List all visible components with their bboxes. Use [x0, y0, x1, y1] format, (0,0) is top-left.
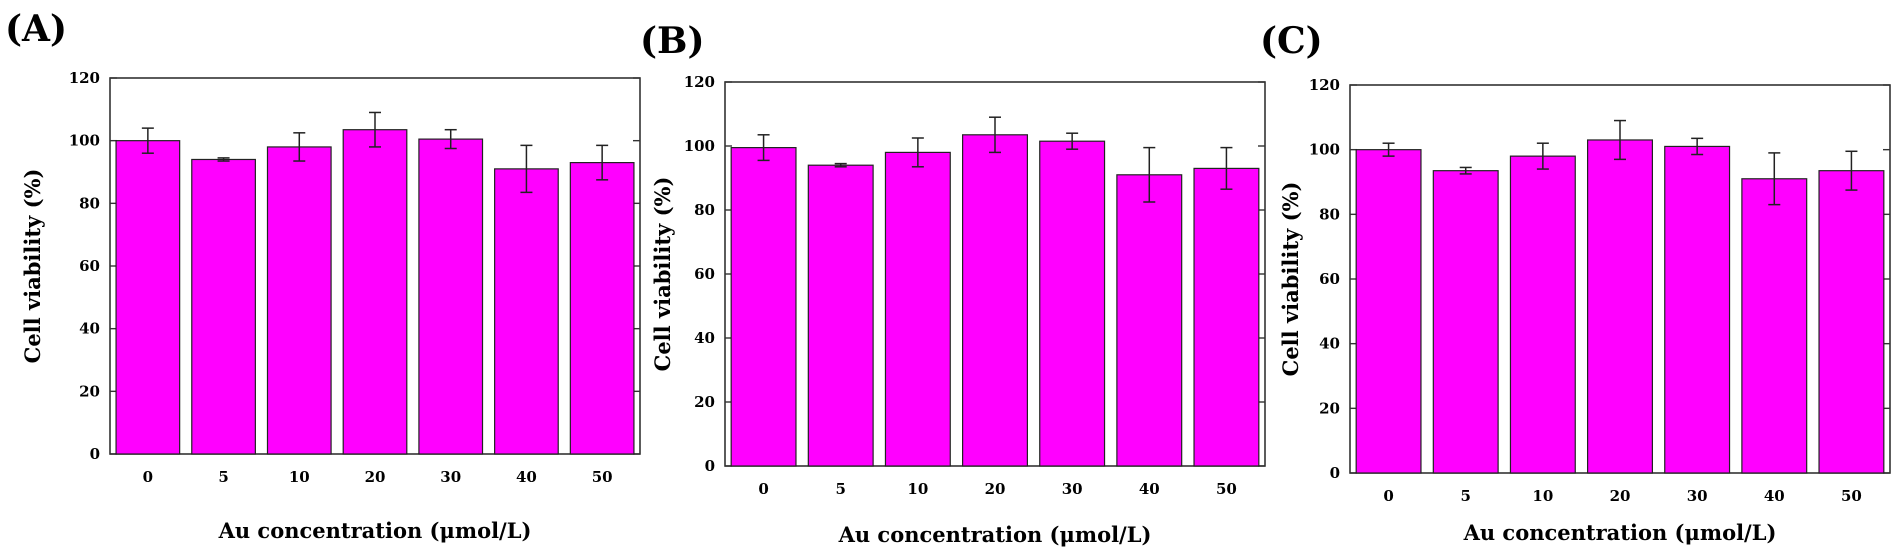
bar [1039, 140, 1106, 467]
x-tick-label: 50 [592, 468, 613, 486]
y-tick-label: 20 [694, 393, 715, 411]
x-tick-label: 40 [1139, 480, 1160, 498]
x-tick-label: 40 [516, 468, 537, 486]
x-tick-label: 20 [1610, 487, 1631, 505]
x-tick-label: 10 [907, 480, 928, 498]
y-tick-label: 40 [694, 329, 715, 347]
x-tick-label: 0 [143, 468, 153, 486]
bar [115, 140, 181, 455]
x-tick-label: 0 [1383, 487, 1393, 505]
x-tick-label: 50 [1216, 480, 1237, 498]
y-tick-label: 0 [1330, 464, 1340, 482]
x-tick-label: 30 [1062, 480, 1083, 498]
y-axis-label: Cell viability (%) [1278, 182, 1303, 377]
y-tick-label: 40 [1319, 335, 1340, 353]
bar [191, 158, 256, 455]
bar [418, 138, 484, 455]
x-tick-label: 30 [440, 468, 461, 486]
y-axis-label: Cell viability (%) [20, 169, 45, 364]
bar [1509, 155, 1576, 474]
x-tick-label: 5 [1460, 487, 1470, 505]
x-tick-label: 5 [218, 468, 228, 486]
y-tick-label: 60 [1319, 270, 1340, 288]
x-tick-label: 10 [1532, 487, 1553, 505]
y-tick-label: 60 [694, 265, 715, 283]
x-axis-label: Au concentration (μmol/L) [218, 518, 532, 543]
y-tick-label: 80 [1319, 205, 1340, 223]
bar [266, 146, 332, 455]
x-tick-label: 20 [365, 468, 386, 486]
bar [730, 147, 797, 467]
x-axis-label: Au concentration (μmol/L) [838, 522, 1152, 547]
y-tick-label: 20 [1319, 399, 1340, 417]
y-tick-label: 80 [694, 201, 715, 219]
bar [962, 134, 1029, 467]
bar [342, 129, 408, 455]
chart-c-svg: 0 20 40 60 80 100 120 0 5 10 20 30 40 50 Au concentrat… [1278, 76, 1891, 545]
x-tick-label: 30 [1687, 487, 1708, 505]
y-tick-label: 20 [79, 382, 100, 400]
x-tick-label: 40 [1764, 487, 1785, 505]
y-tick-label: 80 [79, 194, 100, 212]
bar [1741, 178, 1808, 474]
y-tick-label: 120 [1309, 76, 1340, 94]
y-tick-label: 120 [684, 73, 715, 91]
bar [569, 162, 635, 455]
chart-panel-a: (A) 0 20 40 60 80 100 120 0 5 10 20 30 40 50 Au concen… [0, 0, 641, 558]
x-tick-label: 5 [835, 480, 845, 498]
panel-label-a: (A) [5, 8, 67, 50]
y-tick-label: 0 [705, 457, 715, 475]
x-tick-label: 20 [985, 480, 1006, 498]
x-tick-label: 0 [758, 480, 768, 498]
bar [1355, 149, 1422, 474]
bar [1116, 174, 1183, 467]
bar [807, 164, 874, 467]
chart-panel-c: (C) 0 20 40 60 80 100 120 0 5 10 20 30 40 50 Au concen… [1260, 0, 1900, 558]
x-axis-label: Au concentration (μmol/L) [1463, 520, 1777, 545]
bar [884, 151, 951, 467]
y-tick-label: 100 [1309, 141, 1340, 159]
y-tick-label: 100 [684, 137, 715, 155]
chart-a-svg: 0 20 40 60 80 100 120 0 5 10 20 30 40 50 Au concentrat… [20, 69, 641, 543]
bar [1432, 170, 1499, 474]
y-tick-label: 100 [69, 132, 100, 150]
x-tick-label: 10 [289, 468, 310, 486]
bar [1587, 139, 1654, 474]
chart-b-svg: 0 20 40 60 80 100 120 0 5 10 20 30 40 50 Au concentrat… [650, 73, 1266, 547]
x-tick-label: 50 [1841, 487, 1862, 505]
bar [1193, 167, 1260, 467]
y-tick-label: 40 [79, 320, 100, 338]
bar [1818, 170, 1885, 474]
y-tick-label: 0 [90, 445, 100, 463]
y-tick-label: 120 [69, 69, 100, 87]
y-tick-label: 60 [79, 257, 100, 275]
bar [1664, 145, 1731, 474]
chart-panel-b: (B) 0 20 40 60 80 100 120 0 5 10 20 30 40 50 Au concen… [640, 0, 1280, 558]
panel-label-c: (C) [1260, 20, 1323, 62]
y-axis-label: Cell viability (%) [650, 177, 675, 372]
panel-label-b: (B) [640, 20, 705, 62]
bar [494, 168, 559, 455]
